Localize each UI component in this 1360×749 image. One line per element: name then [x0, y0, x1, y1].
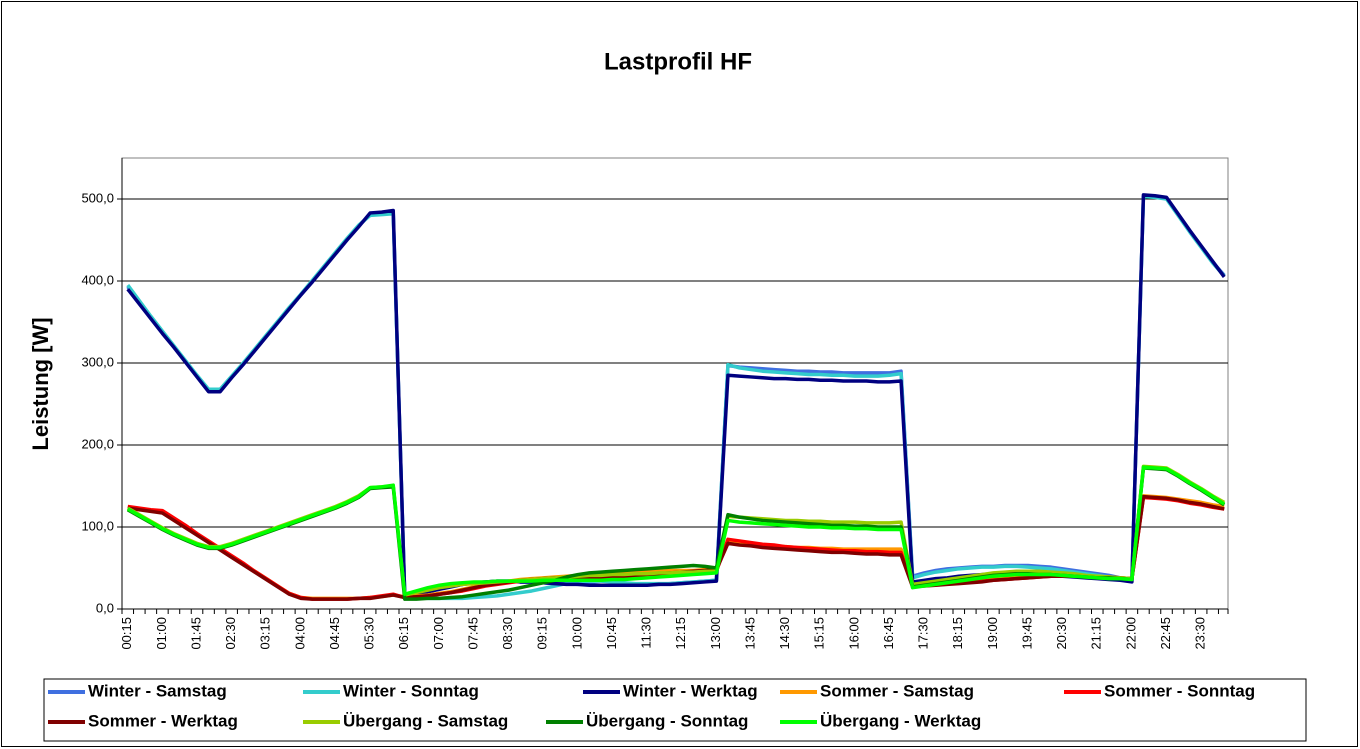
x-tick-label: 22:45 [1158, 617, 1173, 650]
x-tick-label: 19:00 [985, 617, 1000, 650]
legend-label: Winter - Samstag [88, 681, 227, 700]
legend-label: Übergang - Samstag [343, 711, 508, 730]
x-tick-label: 01:00 [154, 617, 169, 650]
x-tick-label: 02:30 [223, 617, 238, 650]
legend-label: Winter - Sonntag [343, 681, 479, 700]
x-tick-label: 12:15 [673, 617, 688, 650]
x-tick-label: 05:30 [362, 617, 377, 650]
x-tick-label: 22:00 [1123, 617, 1138, 650]
x-tick-label: 04:00 [292, 617, 307, 650]
x-tick-label: 16:45 [881, 617, 896, 650]
x-tick-label: 10:00 [569, 617, 584, 650]
x-tick-label: 13:00 [708, 617, 723, 650]
x-tick-label: 18:15 [950, 617, 965, 650]
legend-label: Sommer - Sonntag [1104, 681, 1255, 700]
x-tick-label: 13:45 [742, 617, 757, 650]
series-line [126, 465, 1226, 596]
x-tick-label: 07:45 [465, 617, 480, 650]
legend-label: Sommer - Werktag [88, 711, 238, 730]
x-tick-label: 06:15 [396, 617, 411, 650]
x-tick-label: 16:00 [846, 617, 861, 650]
x-tick-label: 04:45 [327, 617, 342, 650]
x-tick-label: 09:15 [535, 617, 550, 650]
x-tick-label: 20:30 [1054, 617, 1069, 650]
x-tick-label: 01:45 [188, 617, 203, 650]
x-tick-label: 23:30 [1193, 617, 1208, 650]
legend-label: Übergang - Sonntag [586, 711, 748, 730]
x-tick-label: 03:15 [258, 617, 273, 650]
x-tick-label: 11:30 [639, 617, 654, 649]
x-tick-label: 19:45 [1019, 617, 1034, 650]
x-tick-label: 15:15 [812, 617, 827, 650]
y-tick-label: 500,0 [81, 190, 114, 205]
x-tick-label: 07:00 [431, 617, 446, 650]
chart-title: Lastprofil HF [604, 48, 752, 75]
y-tick-label: 300,0 [81, 354, 114, 369]
legend-box [43, 678, 1307, 742]
x-tick-label: 14:30 [777, 617, 792, 650]
y-axis-label: Leistung [W] [28, 317, 53, 450]
y-tick-label: 400,0 [81, 272, 114, 287]
legend-label: Winter - Werktag [623, 681, 758, 700]
x-tick-label: 00:15 [119, 617, 134, 650]
x-tick-label: 08:30 [500, 617, 515, 650]
x-tick-label: 10:45 [604, 617, 619, 650]
legend-label: Übergang - Werktag [820, 711, 981, 730]
x-tick-label: 17:30 [916, 617, 931, 650]
legend-label: Sommer - Samstag [820, 681, 974, 700]
x-tick-label: 21:15 [1089, 617, 1104, 650]
y-tick-label: 200,0 [81, 436, 114, 451]
y-tick-label: 0,0 [96, 600, 114, 615]
y-tick-label: 100,0 [81, 518, 114, 533]
